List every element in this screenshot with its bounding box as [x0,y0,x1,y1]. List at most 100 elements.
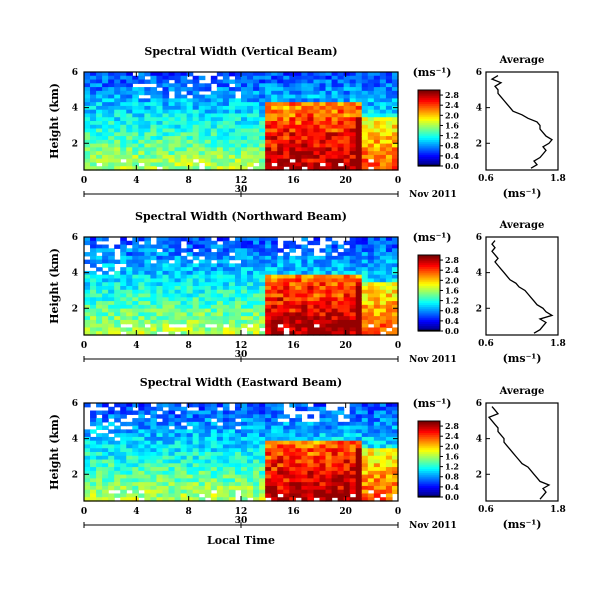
heatmap-cell [108,124,115,130]
heatmap-cell [180,304,188,310]
heatmap-cell [210,166,218,171]
heatmap-cell [114,331,121,336]
heatmap-cell [277,319,284,325]
heatmap-cell [156,319,164,325]
heatmap-cell [84,319,91,325]
heatmap-cell [307,489,315,495]
heatmap-cell [90,429,97,434]
heatmap-cell [186,166,194,171]
heatmap-cell [247,117,254,122]
heatmap-cell [204,463,212,468]
heatmap-cell [271,323,278,329]
colorbar-step [418,483,440,487]
heatmap-cell [361,117,369,122]
heatmap-cell [162,327,170,332]
heatmap-cell [289,121,296,126]
heatmap-cell [337,421,345,427]
heatmap-cell [241,252,248,257]
heatmap-cell [379,72,387,77]
heatmap-cell [222,274,230,280]
heatmap-cell [228,308,236,313]
heatmap-cell [385,489,393,495]
heatmap-cell [180,151,188,156]
heatmap-cell [216,244,224,249]
heatmap-cell [126,147,133,152]
heatmap-cell [126,270,133,276]
heatmap-cell [168,474,176,479]
heatmap-cell [168,289,176,295]
heatmap-cell [331,297,339,302]
heatmap-cell [343,72,351,77]
heatmap-cell [156,282,164,287]
heatmap-cell [138,90,145,96]
heatmap-cell [222,117,230,122]
heatmap-cell [355,418,363,423]
heatmap-cell [120,463,127,468]
heatmap-cell [126,459,133,464]
heatmap-cell [204,440,212,446]
heatmap-cell [361,331,369,336]
heatmap-cell [96,90,103,96]
heatmap-cell [361,259,369,264]
heatmap-cell [319,128,327,133]
heatmap-cell [204,327,212,332]
heatmap-cell [204,259,212,264]
heatmap-cell [186,282,194,287]
heatmap-cell [259,485,266,491]
heatmap-cell [337,98,345,103]
heatmap-cell [150,75,158,81]
heatmap-cell [319,493,327,498]
heatmap-cell [367,109,375,115]
heatmap-cell [289,425,296,430]
heatmap-cell [210,304,218,310]
heatmap-cell [168,297,176,302]
heatmap-cell [114,448,121,453]
heatmap-cell [186,270,194,276]
heatmap-cell [367,429,375,434]
heatmap-cell [277,459,284,464]
heatmap-cell [259,448,266,453]
heatmap-cell [289,255,296,261]
heatmap-cell [174,94,182,99]
heatmap-cell [228,478,236,483]
heatmap-cell [228,459,236,464]
heatmap-cell [126,282,133,287]
heatmap-cell [186,331,194,336]
heatmap-cell [228,440,236,446]
heatmap-cell [385,154,393,160]
heatmap-cell [379,482,387,487]
colorbar-step [418,481,440,485]
heatmap-cell [162,166,170,171]
heatmap-cell [373,139,381,145]
heatmap-cell [132,448,139,453]
heatmap-cell [361,493,369,498]
heatmap-cell [96,455,103,461]
heatmap-cell [355,244,363,249]
heatmap-cell [162,474,170,479]
heatmap-cell [343,109,351,115]
heatmap-cell [247,418,254,423]
colorbar-step [418,268,440,271]
heatmap-cell [180,414,188,419]
heatmap-cell [162,98,170,103]
heatmap-cell [204,403,212,408]
heatmap-cell [301,482,309,487]
heatmap-cell [150,151,158,156]
heatmap-cell [247,448,254,453]
heatmap-cell [180,448,188,453]
heatmap-cell [325,102,333,107]
heatmap-cell [373,433,381,438]
heatmap-cell [283,448,290,453]
heatmap-cell [108,406,115,412]
heatmap-cell [168,286,176,291]
heatmap-cell [180,474,188,479]
heatmap-cell [355,470,363,476]
heatmap-cell [156,94,164,99]
heatmap-cell [222,154,230,160]
heatmap-cell [132,312,139,317]
heatmap-cell [222,139,230,145]
heatmap-cell [307,331,315,336]
heatmap-cell [391,274,399,280]
heatmap-cell [265,406,272,412]
heatmap-cell [192,75,200,81]
